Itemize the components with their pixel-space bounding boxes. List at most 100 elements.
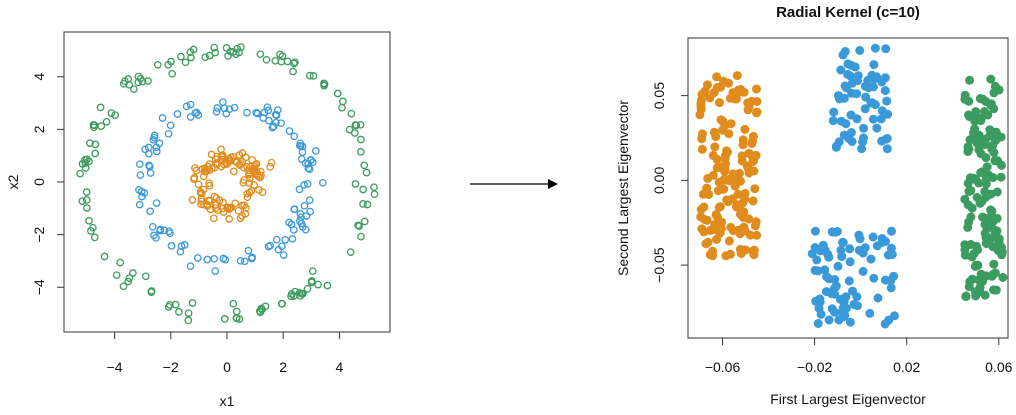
data-point (188, 299, 197, 307)
data-point (171, 300, 180, 309)
data-point (991, 285, 1001, 295)
data-point (697, 89, 707, 99)
data-point (235, 151, 244, 159)
data-point (965, 75, 975, 85)
data-point (89, 121, 98, 129)
data-point (307, 277, 316, 285)
x-tick-label: 0.06 (985, 359, 1012, 375)
data-point (827, 304, 837, 314)
data-point (250, 181, 259, 189)
x-tick-label: −2 (163, 359, 179, 375)
data-point (277, 119, 285, 128)
data-point (970, 261, 980, 271)
data-point (283, 57, 292, 66)
data-point (192, 108, 201, 117)
x-tick-label: −0.06 (705, 359, 741, 375)
x-tick-label: 4 (336, 359, 344, 375)
data-point (703, 237, 713, 247)
data-point (360, 217, 369, 226)
data-point (877, 234, 887, 244)
data-point (984, 238, 994, 248)
data-point (150, 231, 158, 240)
data-point (225, 215, 234, 223)
data-point (861, 92, 871, 102)
left-plot-frame (63, 31, 391, 333)
data-point (121, 77, 129, 86)
data-point (248, 254, 256, 263)
data-point (125, 274, 134, 282)
data-point (297, 155, 306, 163)
data-point (833, 261, 843, 271)
data-point (877, 106, 887, 116)
data-point (986, 205, 996, 215)
data-point (253, 109, 262, 118)
data-point (740, 188, 750, 198)
data-point (880, 86, 890, 96)
data-point (832, 227, 842, 237)
data-point (740, 124, 750, 134)
data-point (308, 267, 317, 276)
data-point (134, 78, 143, 87)
data-point (264, 242, 273, 251)
data-point (168, 69, 177, 78)
data-point (869, 273, 879, 283)
data-point (990, 81, 1000, 91)
data-point (963, 110, 973, 120)
data-point (747, 151, 757, 161)
data-point (979, 107, 989, 117)
y-tick-label: −4 (31, 279, 47, 295)
right-x-axis-label: First Largest Eigenvector (770, 391, 926, 407)
data-point (720, 164, 730, 174)
data-point (141, 272, 150, 281)
data-point (243, 108, 251, 117)
data-point (357, 135, 365, 144)
data-point (306, 71, 314, 80)
data-point (880, 319, 890, 329)
data-point (229, 47, 238, 56)
data-point (155, 139, 164, 148)
data-point (320, 80, 329, 88)
data-point (271, 56, 280, 65)
data-point (751, 84, 761, 94)
data-point (303, 179, 312, 188)
data-point (719, 175, 729, 185)
data-point (860, 243, 870, 253)
x-tick-label: 2 (279, 359, 287, 375)
data-point (356, 148, 365, 156)
data-point (996, 172, 1006, 182)
data-point (845, 71, 855, 81)
data-point (978, 276, 988, 286)
y-tick-label: 4 (31, 73, 47, 81)
data-point (843, 59, 853, 69)
right-x-ticks: −0.06 −0.02 0.02 0.06 (705, 338, 1013, 375)
data-point (160, 226, 169, 235)
data-point (124, 277, 133, 286)
data-point (980, 228, 990, 238)
data-point (112, 271, 121, 280)
data-point (810, 226, 820, 236)
data-point (78, 197, 87, 205)
data-point (140, 189, 149, 197)
data-point (91, 140, 100, 149)
data-point (258, 188, 267, 197)
data-point (971, 291, 981, 301)
data-point (252, 167, 261, 176)
data-point (211, 267, 220, 275)
data-point (305, 196, 314, 205)
data-point (966, 212, 976, 222)
data-point (256, 50, 265, 59)
data-point (186, 100, 195, 109)
data-point (243, 162, 251, 171)
data-point (973, 245, 983, 255)
left-points-group (76, 43, 379, 325)
y-tick-label: 0.05 (651, 82, 667, 109)
data-point (359, 200, 367, 208)
data-point (305, 165, 314, 174)
data-point (252, 108, 261, 117)
data-point (834, 315, 844, 325)
data-point (144, 149, 153, 158)
data-point (370, 183, 378, 192)
data-point (147, 288, 156, 296)
data-point (815, 246, 825, 256)
x-tick-label: −4 (107, 359, 123, 375)
